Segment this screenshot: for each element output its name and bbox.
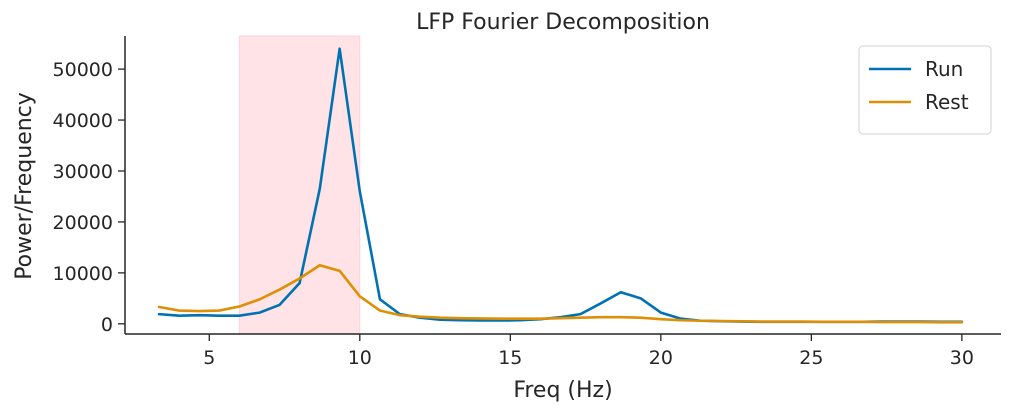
x-tick-label: 20 <box>649 347 673 369</box>
x-tick-label: 25 <box>799 347 823 369</box>
y-tick-label: 20000 <box>53 212 113 234</box>
series-line-rest <box>157 263 964 324</box>
x-tick-label: 10 <box>348 347 372 369</box>
x-tick-label: 5 <box>203 347 215 369</box>
x-tick-label: 15 <box>498 347 522 369</box>
highlight-band <box>238 35 361 335</box>
y-tick-label: 50000 <box>53 59 113 81</box>
x-axis-label: Freq (Hz) <box>513 378 612 403</box>
legend-label-rest: Rest <box>925 90 969 114</box>
legend: Run Rest <box>858 45 992 135</box>
chart-title: LFP Fourier Decomposition <box>416 10 710 35</box>
y-tick-label: 40000 <box>53 110 113 132</box>
y-tick-label: 10000 <box>53 263 113 285</box>
legend-label-run: Run <box>925 57 963 81</box>
y-tick-label: 0 <box>101 314 113 336</box>
x-tick-label: 30 <box>950 347 974 369</box>
y-tick-label: 30000 <box>53 161 113 183</box>
y-axis-label: Power/Frequency <box>12 92 37 280</box>
